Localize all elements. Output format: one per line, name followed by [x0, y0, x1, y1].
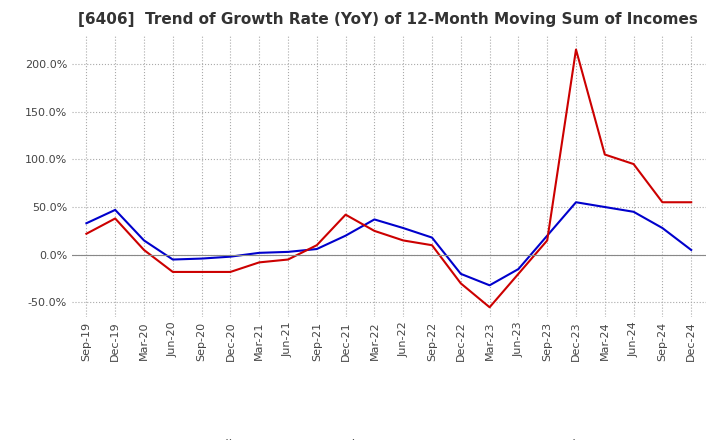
Net Income Growth Rate — [111, 216, 120, 221]
Net Income Growth Rate — [687, 200, 696, 205]
Net Income Growth Rate — [341, 212, 350, 217]
Net Income Growth Rate — [140, 247, 148, 253]
Net Income Growth Rate — [226, 269, 235, 275]
Net Income Growth Rate — [485, 304, 494, 310]
Ordinary Income Growth Rate — [543, 233, 552, 238]
Net Income Growth Rate — [399, 238, 408, 243]
Net Income Growth Rate — [82, 231, 91, 236]
Net Income Growth Rate — [168, 269, 177, 275]
Text: [6406]  Trend of Growth Rate (YoY) of 12-Month Moving Sum of Incomes: [6406] Trend of Growth Rate (YoY) of 12-… — [78, 12, 698, 27]
Line: Net Income Growth Rate: Net Income Growth Rate — [86, 50, 691, 307]
Ordinary Income Growth Rate — [255, 250, 264, 256]
Net Income Growth Rate — [370, 228, 379, 234]
Ordinary Income Growth Rate — [111, 207, 120, 213]
Ordinary Income Growth Rate — [658, 225, 667, 231]
Net Income Growth Rate — [284, 257, 292, 262]
Ordinary Income Growth Rate — [284, 249, 292, 254]
Ordinary Income Growth Rate — [600, 205, 609, 210]
Ordinary Income Growth Rate — [140, 238, 148, 243]
Ordinary Income Growth Rate — [687, 247, 696, 253]
Ordinary Income Growth Rate — [197, 256, 206, 261]
Net Income Growth Rate — [658, 200, 667, 205]
Net Income Growth Rate — [600, 152, 609, 157]
Net Income Growth Rate — [543, 238, 552, 243]
Ordinary Income Growth Rate — [629, 209, 638, 214]
Ordinary Income Growth Rate — [168, 257, 177, 262]
Ordinary Income Growth Rate — [226, 254, 235, 259]
Ordinary Income Growth Rate — [456, 271, 465, 276]
Net Income Growth Rate — [197, 269, 206, 275]
Ordinary Income Growth Rate — [370, 217, 379, 222]
Legend: Ordinary Income Growth Rate, Net Income Growth Rate: Ordinary Income Growth Rate, Net Income … — [160, 434, 618, 440]
Net Income Growth Rate — [456, 281, 465, 286]
Ordinary Income Growth Rate — [312, 246, 321, 252]
Net Income Growth Rate — [629, 161, 638, 167]
Ordinary Income Growth Rate — [428, 235, 436, 240]
Ordinary Income Growth Rate — [399, 225, 408, 231]
Net Income Growth Rate — [514, 271, 523, 276]
Net Income Growth Rate — [255, 260, 264, 265]
Net Income Growth Rate — [572, 47, 580, 52]
Ordinary Income Growth Rate — [341, 233, 350, 238]
Net Income Growth Rate — [428, 242, 436, 248]
Ordinary Income Growth Rate — [82, 220, 91, 226]
Net Income Growth Rate — [312, 242, 321, 248]
Ordinary Income Growth Rate — [514, 267, 523, 272]
Ordinary Income Growth Rate — [572, 200, 580, 205]
Ordinary Income Growth Rate — [485, 282, 494, 288]
Line: Ordinary Income Growth Rate: Ordinary Income Growth Rate — [86, 202, 691, 285]
